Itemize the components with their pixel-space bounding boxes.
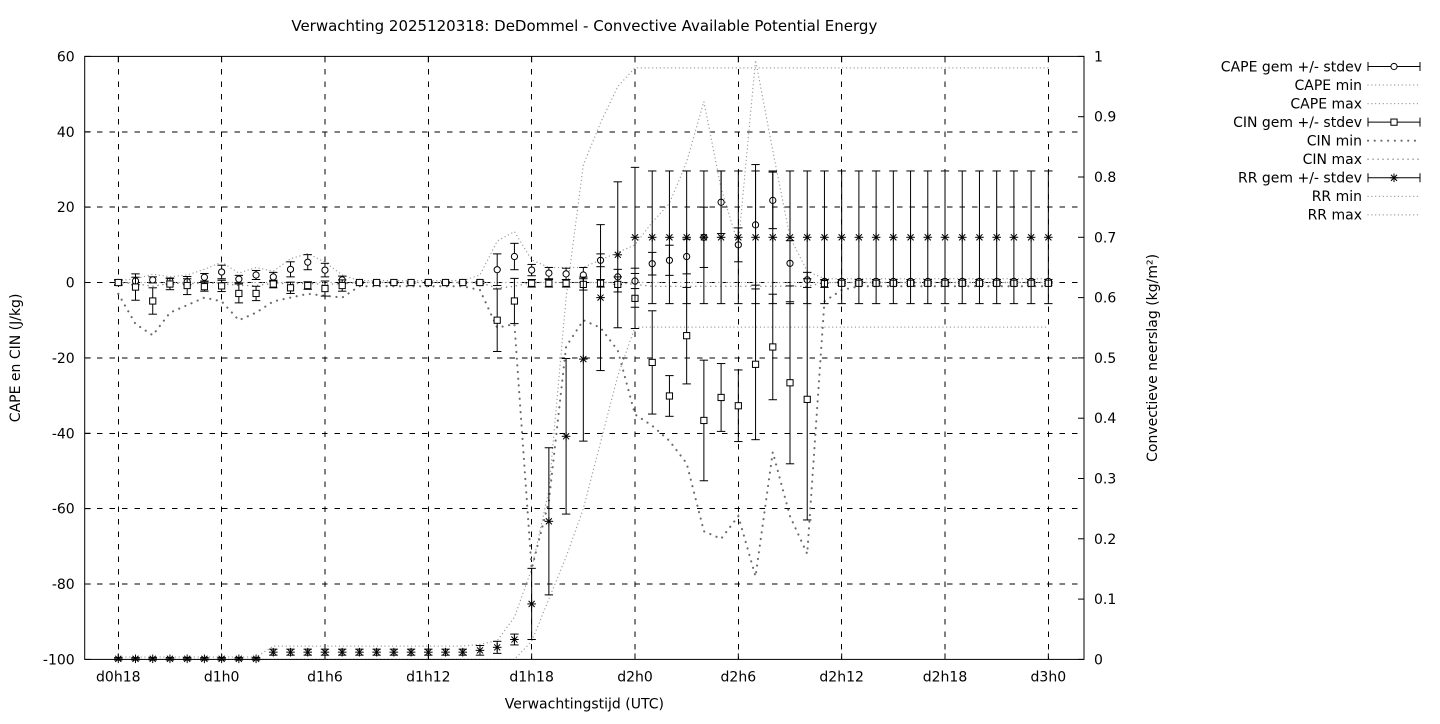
legend-sample-errorbar xyxy=(1367,173,1421,183)
series-rr-max xyxy=(117,67,1049,658)
y-right-tick-label: 0.9 xyxy=(1094,110,1116,126)
x-tick-label: d1h6 xyxy=(307,669,343,685)
x-tick-label: d1h0 xyxy=(204,669,240,685)
legend-label: CIN min xyxy=(1307,134,1362,150)
series-rr-min xyxy=(117,326,1049,661)
x-tick-label: d3h0 xyxy=(1031,669,1067,685)
legend-item-cin-gem-stdev: CIN gem +/- stdev xyxy=(1233,115,1421,131)
legend-label: RR max xyxy=(1308,208,1362,224)
y-right-tick-label: 0.8 xyxy=(1094,170,1116,186)
x-tick-label: d2h0 xyxy=(617,669,653,685)
x-tick-label: d2h6 xyxy=(721,669,757,685)
legend: CAPE gem +/- stdev CAPE min CAPE max CIN ge… xyxy=(1221,59,1422,224)
legend-sample-errorbar xyxy=(1367,117,1421,127)
x-tick-label: d1h18 xyxy=(509,669,553,685)
legend-item-rr-min: RR min xyxy=(1312,189,1421,205)
y-right-tick-label: 1 xyxy=(1094,49,1103,65)
y-right-tick-label: 0.1 xyxy=(1094,592,1116,608)
y-left-tick-label: -60 xyxy=(52,502,75,518)
envelope-line-rr-max xyxy=(117,67,1049,658)
y-right-tick-label: 0.2 xyxy=(1094,532,1116,548)
x-tick-label: d2h12 xyxy=(819,669,863,685)
legend-item-cin-min: CIN min xyxy=(1307,134,1422,150)
y-right-tick-label: 0.5 xyxy=(1094,351,1116,367)
y-left-tick-label: -20 xyxy=(52,351,75,367)
x-axis-label: Verwachtingstijd (UTC) xyxy=(505,696,664,712)
legend-sample-errorbar xyxy=(1367,62,1421,71)
legend-label: CAPE max xyxy=(1290,96,1362,112)
y-right-tick-label: 0.6 xyxy=(1094,291,1116,307)
y-left-tick-label: -80 xyxy=(52,577,75,593)
y-left-tick-label: -40 xyxy=(52,426,75,442)
series-rr-gem-stdev xyxy=(113,166,1053,664)
y-left-axis-label: CAPE en CIN (J/kg) xyxy=(8,294,24,423)
chart-title: Verwachting 2025120318: DeDommel - Conve… xyxy=(291,17,877,35)
y-right-tick-label: 0.7 xyxy=(1094,230,1116,246)
axes xyxy=(84,55,1085,660)
y-left-tick-label: 60 xyxy=(57,49,75,65)
x-tick-label: d1h12 xyxy=(406,669,450,685)
envelope-line-rr-min xyxy=(117,326,1049,661)
tick-labels: 60 40 20 0 -20 -40 -60 -80 -100 1 0.9 0.8 0.7 0.6 0.5 0… xyxy=(43,49,1116,685)
y-right-axis-label: Convectieve neerslag (kg/m²) xyxy=(1145,254,1161,462)
y-right-tick-label: 0 xyxy=(1094,652,1103,668)
y-left-tick-label: 40 xyxy=(57,125,75,141)
legend-item-rr-max: RR max xyxy=(1308,208,1421,224)
y-left-tick-label: -100 xyxy=(43,652,75,668)
legend-label: CAPE gem +/- stdev xyxy=(1221,59,1362,75)
y-right-tick-label: 0.3 xyxy=(1094,472,1116,488)
y-left-tick-label: 20 xyxy=(57,200,75,216)
x-tick-label: d0h18 xyxy=(96,669,140,685)
legend-item-cape-min: CAPE min xyxy=(1295,78,1421,94)
legend-label: RR gem +/- stdev xyxy=(1238,171,1362,187)
legend-label: CIN max xyxy=(1303,152,1362,168)
legend-item-cin-max: CIN max xyxy=(1303,152,1421,168)
y-right-tick-label: 0.4 xyxy=(1094,411,1116,427)
x-tick-label: d2h18 xyxy=(923,669,967,685)
legend-label: RR min xyxy=(1312,189,1362,205)
legend-item-rr-gem-stdev: RR gem +/- stdev xyxy=(1238,171,1421,187)
legend-label: CIN gem +/- stdev xyxy=(1233,115,1362,131)
legend-item-cape-max: CAPE max xyxy=(1290,96,1421,112)
legend-item-cape-gem-stdev: CAPE gem +/- stdev xyxy=(1221,59,1421,75)
legend-label: CAPE min xyxy=(1295,78,1363,94)
y-left-tick-label: 0 xyxy=(66,276,75,292)
